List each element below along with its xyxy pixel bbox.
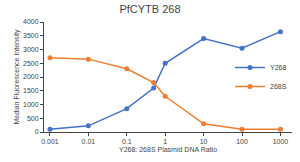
svg-text:Y268: 268S Plasmid DNA Ratio: Y268: 268S Plasmid DNA Ratio <box>119 146 217 153</box>
svg-text:10: 10 <box>200 138 208 145</box>
svg-text:0.01: 0.01 <box>82 138 96 145</box>
svg-text:Median Fluorescence Intensity: Median Fluorescence Intensity <box>13 29 21 124</box>
svg-text:0: 0 <box>35 128 39 135</box>
svg-text:4000: 4000 <box>23 18 39 25</box>
svg-text:100: 100 <box>236 138 248 145</box>
svg-text:3500: 3500 <box>23 32 39 39</box>
svg-text:1500: 1500 <box>23 87 39 94</box>
svg-text:2500: 2500 <box>23 60 39 67</box>
svg-text:3000: 3000 <box>23 46 39 53</box>
svg-text:PfCYTB 268: PfCYTB 268 <box>119 3 180 15</box>
svg-text:Y268: Y268 <box>270 64 286 71</box>
svg-text:0.001: 0.001 <box>41 138 59 145</box>
svg-text:0.1: 0.1 <box>122 138 132 145</box>
svg-text:2000: 2000 <box>23 73 39 80</box>
svg-text:1: 1 <box>163 138 167 145</box>
svg-text:268S: 268S <box>270 83 287 90</box>
svg-text:1000: 1000 <box>273 138 289 145</box>
svg-text:500: 500 <box>27 115 39 122</box>
svg-text:1000: 1000 <box>23 101 39 108</box>
